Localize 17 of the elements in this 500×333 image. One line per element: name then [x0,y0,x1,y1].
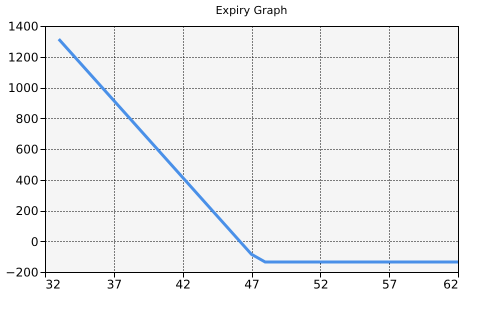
y-tick-label: 600 [16,142,38,156]
x-tick-label: 62 [443,278,458,292]
x-tick-label: 42 [176,278,191,292]
y-tick-label: 1400 [8,20,38,34]
x-tick-label: 57 [382,278,398,292]
y-tick-label: 400 [16,173,38,188]
x-tick-label: 37 [106,278,122,292]
x-tick-label: 47 [244,278,260,292]
y-tick-label: 0 [30,234,38,249]
y-tick-label: −200 [6,266,38,280]
y-tick-label: 200 [16,204,38,218]
y-tick-label: 1200 [8,50,38,64]
chart-title: Expiry Graph [216,4,288,17]
x-tick-label: 32 [46,278,61,292]
y-tick-label: 1000 [8,81,38,95]
y-tick-label: 800 [16,112,38,126]
x-tick-label: 52 [313,278,328,292]
